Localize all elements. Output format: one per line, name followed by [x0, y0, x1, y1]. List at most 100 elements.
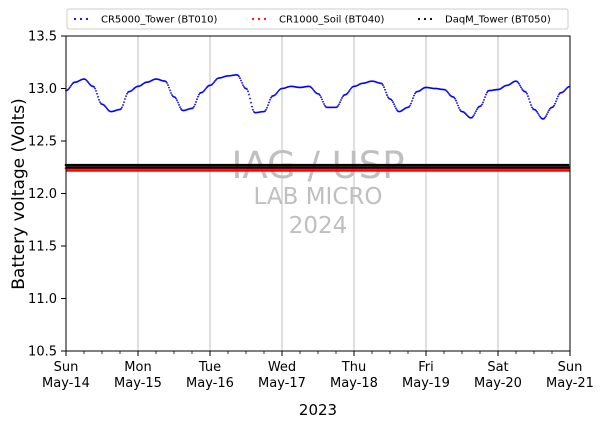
data-point [223, 169, 227, 172]
data-point [475, 110, 477, 113]
data-point [417, 169, 421, 172]
data-point [312, 163, 316, 167]
data-point [555, 166, 559, 169]
data-point [271, 166, 275, 169]
data-point [335, 166, 339, 169]
data-point [495, 169, 499, 172]
data-point [137, 169, 141, 172]
data-point [104, 163, 108, 167]
data-point [178, 163, 182, 167]
data-point [97, 169, 101, 172]
data-point [563, 169, 567, 172]
data-point [186, 163, 190, 167]
data-point [317, 169, 321, 172]
data-point [439, 166, 443, 169]
data-point [267, 166, 271, 169]
data-point [411, 169, 415, 172]
data-point [484, 96, 486, 99]
data-point [391, 169, 395, 172]
data-point [318, 93, 320, 96]
x-tick-label-day: Mon [124, 360, 151, 375]
data-point [307, 169, 311, 172]
data-point [275, 169, 279, 172]
data-point [253, 169, 257, 172]
data-point [458, 163, 462, 167]
data-point [285, 166, 289, 169]
data-point [319, 166, 323, 169]
data-point [206, 163, 210, 167]
data-point [373, 169, 377, 172]
data-point [506, 163, 510, 167]
data-point [273, 169, 277, 172]
data-point [400, 163, 404, 167]
data-point [263, 169, 267, 172]
data-point [474, 112, 476, 115]
data-point [165, 169, 169, 172]
data-point [210, 163, 214, 167]
data-point [486, 163, 490, 167]
data-point [468, 163, 472, 167]
data-point [321, 169, 325, 172]
data-point [529, 169, 533, 172]
data-point [415, 166, 419, 169]
data-point [447, 169, 451, 172]
data-point [381, 169, 385, 172]
data-point [252, 108, 254, 111]
data-point [152, 163, 156, 167]
x-tick-label-date: May-18 [330, 376, 378, 391]
data-point [145, 166, 149, 169]
data-point [233, 169, 237, 172]
data-point [475, 169, 479, 172]
data-point [447, 91, 449, 94]
data-point [503, 169, 507, 172]
data-point [454, 97, 456, 100]
data-point [394, 105, 396, 108]
legend-marker [79, 17, 83, 21]
data-point [169, 166, 173, 169]
data-point [531, 169, 535, 172]
data-point [269, 169, 273, 172]
data-point [433, 169, 437, 172]
data-point [67, 166, 71, 169]
data-point [556, 97, 558, 100]
data-point [469, 166, 473, 169]
data-point [538, 114, 540, 116]
data-point [339, 101, 341, 104]
data-point [459, 108, 461, 111]
data-point [335, 169, 339, 172]
data-point [122, 104, 124, 106]
data-point [377, 166, 381, 169]
data-point [482, 163, 486, 167]
data-point [349, 88, 351, 91]
data-point [340, 163, 344, 167]
data-point [521, 169, 525, 172]
data-point [499, 169, 503, 172]
data-point [358, 163, 362, 167]
data-point [375, 169, 379, 172]
data-point [112, 163, 116, 167]
data-point [248, 93, 250, 96]
data-point [173, 166, 177, 169]
data-point [277, 169, 281, 172]
data-point [320, 163, 324, 167]
data-point [451, 169, 455, 172]
data-point [181, 169, 185, 172]
data-point [511, 166, 515, 169]
data-point [288, 163, 292, 167]
data-point [81, 166, 85, 169]
data-point [432, 163, 436, 167]
data-point [407, 166, 411, 169]
data-point [199, 169, 203, 172]
data-point [328, 163, 332, 167]
data-point [482, 101, 484, 104]
data-point [317, 166, 321, 169]
data-point [407, 169, 411, 172]
data-point [249, 166, 253, 169]
x-tick-label-day: Sat [487, 360, 508, 375]
data-point [529, 101, 531, 104]
data-point [549, 166, 553, 169]
data-point [394, 163, 398, 167]
data-point [198, 93, 200, 96]
data-point [454, 163, 458, 167]
data-point [519, 84, 521, 87]
